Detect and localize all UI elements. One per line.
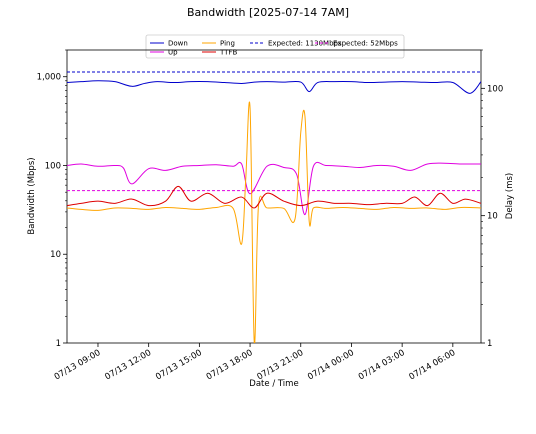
plot-area: 07/13 09:00 07/13 12:00 07/13 15:00 07/13 1… xyxy=(37,49,503,383)
y-axis-label: Bandwidth (Mbps) xyxy=(27,157,37,234)
legend-label: TTFB xyxy=(219,49,237,57)
legend-label: Down xyxy=(168,40,188,48)
series-line-ping xyxy=(67,101,481,343)
legend-label: Up xyxy=(168,49,178,57)
chart-title: Bandwidth [2025-07-14 7AM] xyxy=(187,6,349,19)
x-tick-label: 07/14 03:00 xyxy=(357,348,407,383)
y2-tick-label: 1 xyxy=(487,339,492,349)
y2-tick-label: 10 xyxy=(487,212,498,222)
x-tick-label: 07/13 18:00 xyxy=(205,348,255,383)
series-lines xyxy=(67,80,481,343)
legend-label: Expected: 52Mbps xyxy=(333,40,398,48)
x-tick-label: 07/13 15:00 xyxy=(154,348,204,383)
x-tick-label: 07/13 21:00 xyxy=(255,348,305,383)
plot-frame xyxy=(66,49,482,344)
y-tick-label: 1,000 xyxy=(37,73,61,83)
legend-label: Expected: 1130Mbps xyxy=(268,40,342,48)
y-tick-label: 1 xyxy=(56,339,61,349)
series-line-ttfb xyxy=(67,185,481,209)
y2-axis-ticks: 1 10 100 xyxy=(481,49,503,349)
x-tick-label: 07/14 06:00 xyxy=(408,348,458,383)
y2-axis-label: Delay (ms) xyxy=(505,173,515,219)
x-axis-ticks: 07/13 09:00 07/13 12:00 07/13 15:00 07/13 1… xyxy=(53,343,458,383)
x-tick-label: 07/13 09:00 xyxy=(53,348,103,383)
y2-tick-label: 100 xyxy=(487,84,503,94)
legend-label: Ping xyxy=(220,40,235,48)
y-axis-ticks: 1 10 100 1,000 xyxy=(37,49,67,349)
y-tick-label: 10 xyxy=(50,250,61,260)
y-tick-label: 100 xyxy=(45,161,61,171)
series-line-down xyxy=(67,80,481,94)
x-axis-label: Date / Time xyxy=(249,379,298,389)
x-tick-label: 07/14 00:00 xyxy=(306,348,356,383)
reference-lines xyxy=(67,71,481,192)
series-line-up xyxy=(67,161,481,216)
x-tick-label: 07/13 12:00 xyxy=(103,348,153,383)
